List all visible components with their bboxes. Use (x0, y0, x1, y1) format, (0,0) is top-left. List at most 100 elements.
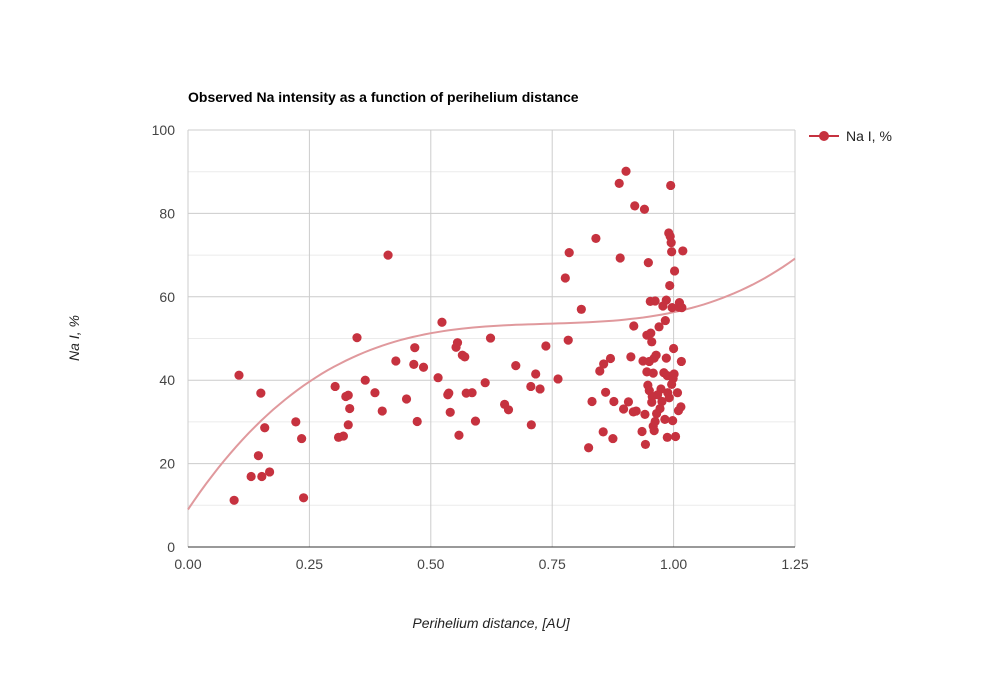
data-point[interactable] (605, 353, 616, 364)
data-point[interactable] (256, 388, 266, 398)
data-point[interactable] (664, 393, 674, 403)
data-point[interactable] (595, 366, 605, 376)
data-point[interactable] (454, 430, 464, 440)
data-point[interactable] (667, 303, 677, 313)
data-point[interactable] (564, 247, 574, 258)
data-point[interactable] (630, 201, 640, 211)
data-point[interactable] (670, 431, 681, 442)
data-point[interactable] (264, 467, 275, 477)
data-point[interactable] (660, 414, 670, 424)
data-point[interactable] (668, 416, 678, 426)
data-point[interactable] (669, 266, 680, 276)
data-point[interactable] (560, 273, 570, 283)
data-point[interactable] (253, 451, 264, 461)
data-point[interactable] (401, 394, 412, 404)
data-point[interactable] (409, 359, 419, 369)
data-point[interactable] (677, 303, 687, 313)
data-point[interactable] (298, 493, 309, 503)
data-point[interactable] (647, 337, 657, 347)
data-point[interactable] (665, 280, 675, 291)
data-point[interactable] (639, 204, 650, 214)
data-point[interactable] (343, 390, 353, 400)
data-point[interactable] (629, 321, 639, 331)
data-point[interactable] (412, 416, 422, 427)
data-point[interactable] (433, 373, 443, 383)
data-point[interactable] (531, 369, 541, 379)
data-point[interactable] (672, 388, 683, 398)
data-point[interactable] (649, 426, 659, 436)
data-point[interactable] (666, 237, 676, 248)
data-point[interactable] (467, 388, 477, 398)
data-point[interactable] (418, 362, 429, 372)
data-point[interactable] (584, 443, 594, 453)
data-point[interactable] (445, 407, 455, 417)
data-point[interactable] (646, 328, 656, 338)
data-point[interactable] (661, 295, 671, 305)
data-point[interactable] (535, 384, 545, 394)
data-point[interactable] (338, 431, 348, 441)
data-point[interactable] (485, 333, 496, 343)
data-point[interactable] (526, 381, 536, 392)
data-point[interactable] (676, 356, 686, 367)
data-point[interactable] (651, 350, 661, 360)
data-point[interactable] (657, 396, 667, 407)
data-point[interactable] (370, 388, 380, 398)
data-point[interactable] (661, 353, 671, 363)
data-point[interactable] (345, 403, 355, 414)
data-point[interactable] (678, 246, 688, 256)
data-point[interactable] (631, 406, 641, 416)
data-point[interactable] (608, 433, 618, 444)
data-point[interactable] (614, 178, 624, 188)
data-point[interactable] (452, 338, 463, 348)
data-point[interactable] (297, 433, 307, 444)
data-point[interactable] (246, 471, 256, 482)
data-point[interactable] (343, 420, 353, 430)
legend[interactable]: Na I, % (809, 128, 892, 144)
data-point[interactable] (229, 495, 239, 505)
data-point[interactable] (437, 317, 447, 327)
data-point[interactable] (669, 343, 679, 354)
data-point[interactable] (601, 387, 611, 397)
data-point[interactable] (655, 403, 665, 414)
data-point[interactable] (576, 304, 586, 314)
data-point[interactable] (598, 427, 608, 437)
data-point[interactable] (591, 233, 601, 244)
data-point[interactable] (257, 471, 267, 482)
data-point[interactable] (553, 374, 563, 384)
data-point[interactable] (377, 406, 387, 416)
data-point[interactable] (360, 375, 370, 385)
data-point[interactable] (541, 341, 551, 351)
data-point[interactable] (623, 397, 634, 407)
data-point[interactable] (587, 396, 597, 407)
data-point[interactable] (383, 250, 393, 260)
data-point[interactable] (352, 333, 362, 343)
data-point[interactable] (444, 388, 454, 398)
data-point[interactable] (626, 352, 636, 362)
data-point[interactable] (234, 370, 244, 380)
data-point[interactable] (460, 352, 470, 362)
data-point[interactable] (291, 417, 301, 427)
data-point[interactable] (640, 439, 651, 450)
data-point[interactable] (650, 296, 660, 306)
data-point[interactable] (666, 180, 676, 191)
data-point[interactable] (480, 378, 490, 388)
data-point[interactable] (621, 166, 631, 176)
data-point[interactable] (609, 396, 619, 407)
data-point[interactable] (511, 361, 521, 371)
data-point[interactable] (503, 405, 514, 415)
data-point[interactable] (615, 253, 625, 263)
data-point[interactable] (410, 343, 420, 353)
data-point[interactable] (654, 322, 664, 332)
data-point[interactable] (470, 416, 481, 426)
data-point[interactable] (676, 402, 686, 412)
data-point[interactable] (640, 409, 650, 419)
data-point[interactable] (391, 356, 401, 366)
data-point[interactable] (618, 404, 629, 414)
data-point[interactable] (260, 423, 270, 433)
data-point[interactable] (660, 315, 670, 326)
data-point[interactable] (656, 384, 666, 394)
data-point[interactable] (599, 359, 609, 369)
data-point[interactable] (526, 420, 536, 430)
data-point[interactable] (650, 416, 660, 427)
data-point[interactable] (563, 335, 573, 345)
